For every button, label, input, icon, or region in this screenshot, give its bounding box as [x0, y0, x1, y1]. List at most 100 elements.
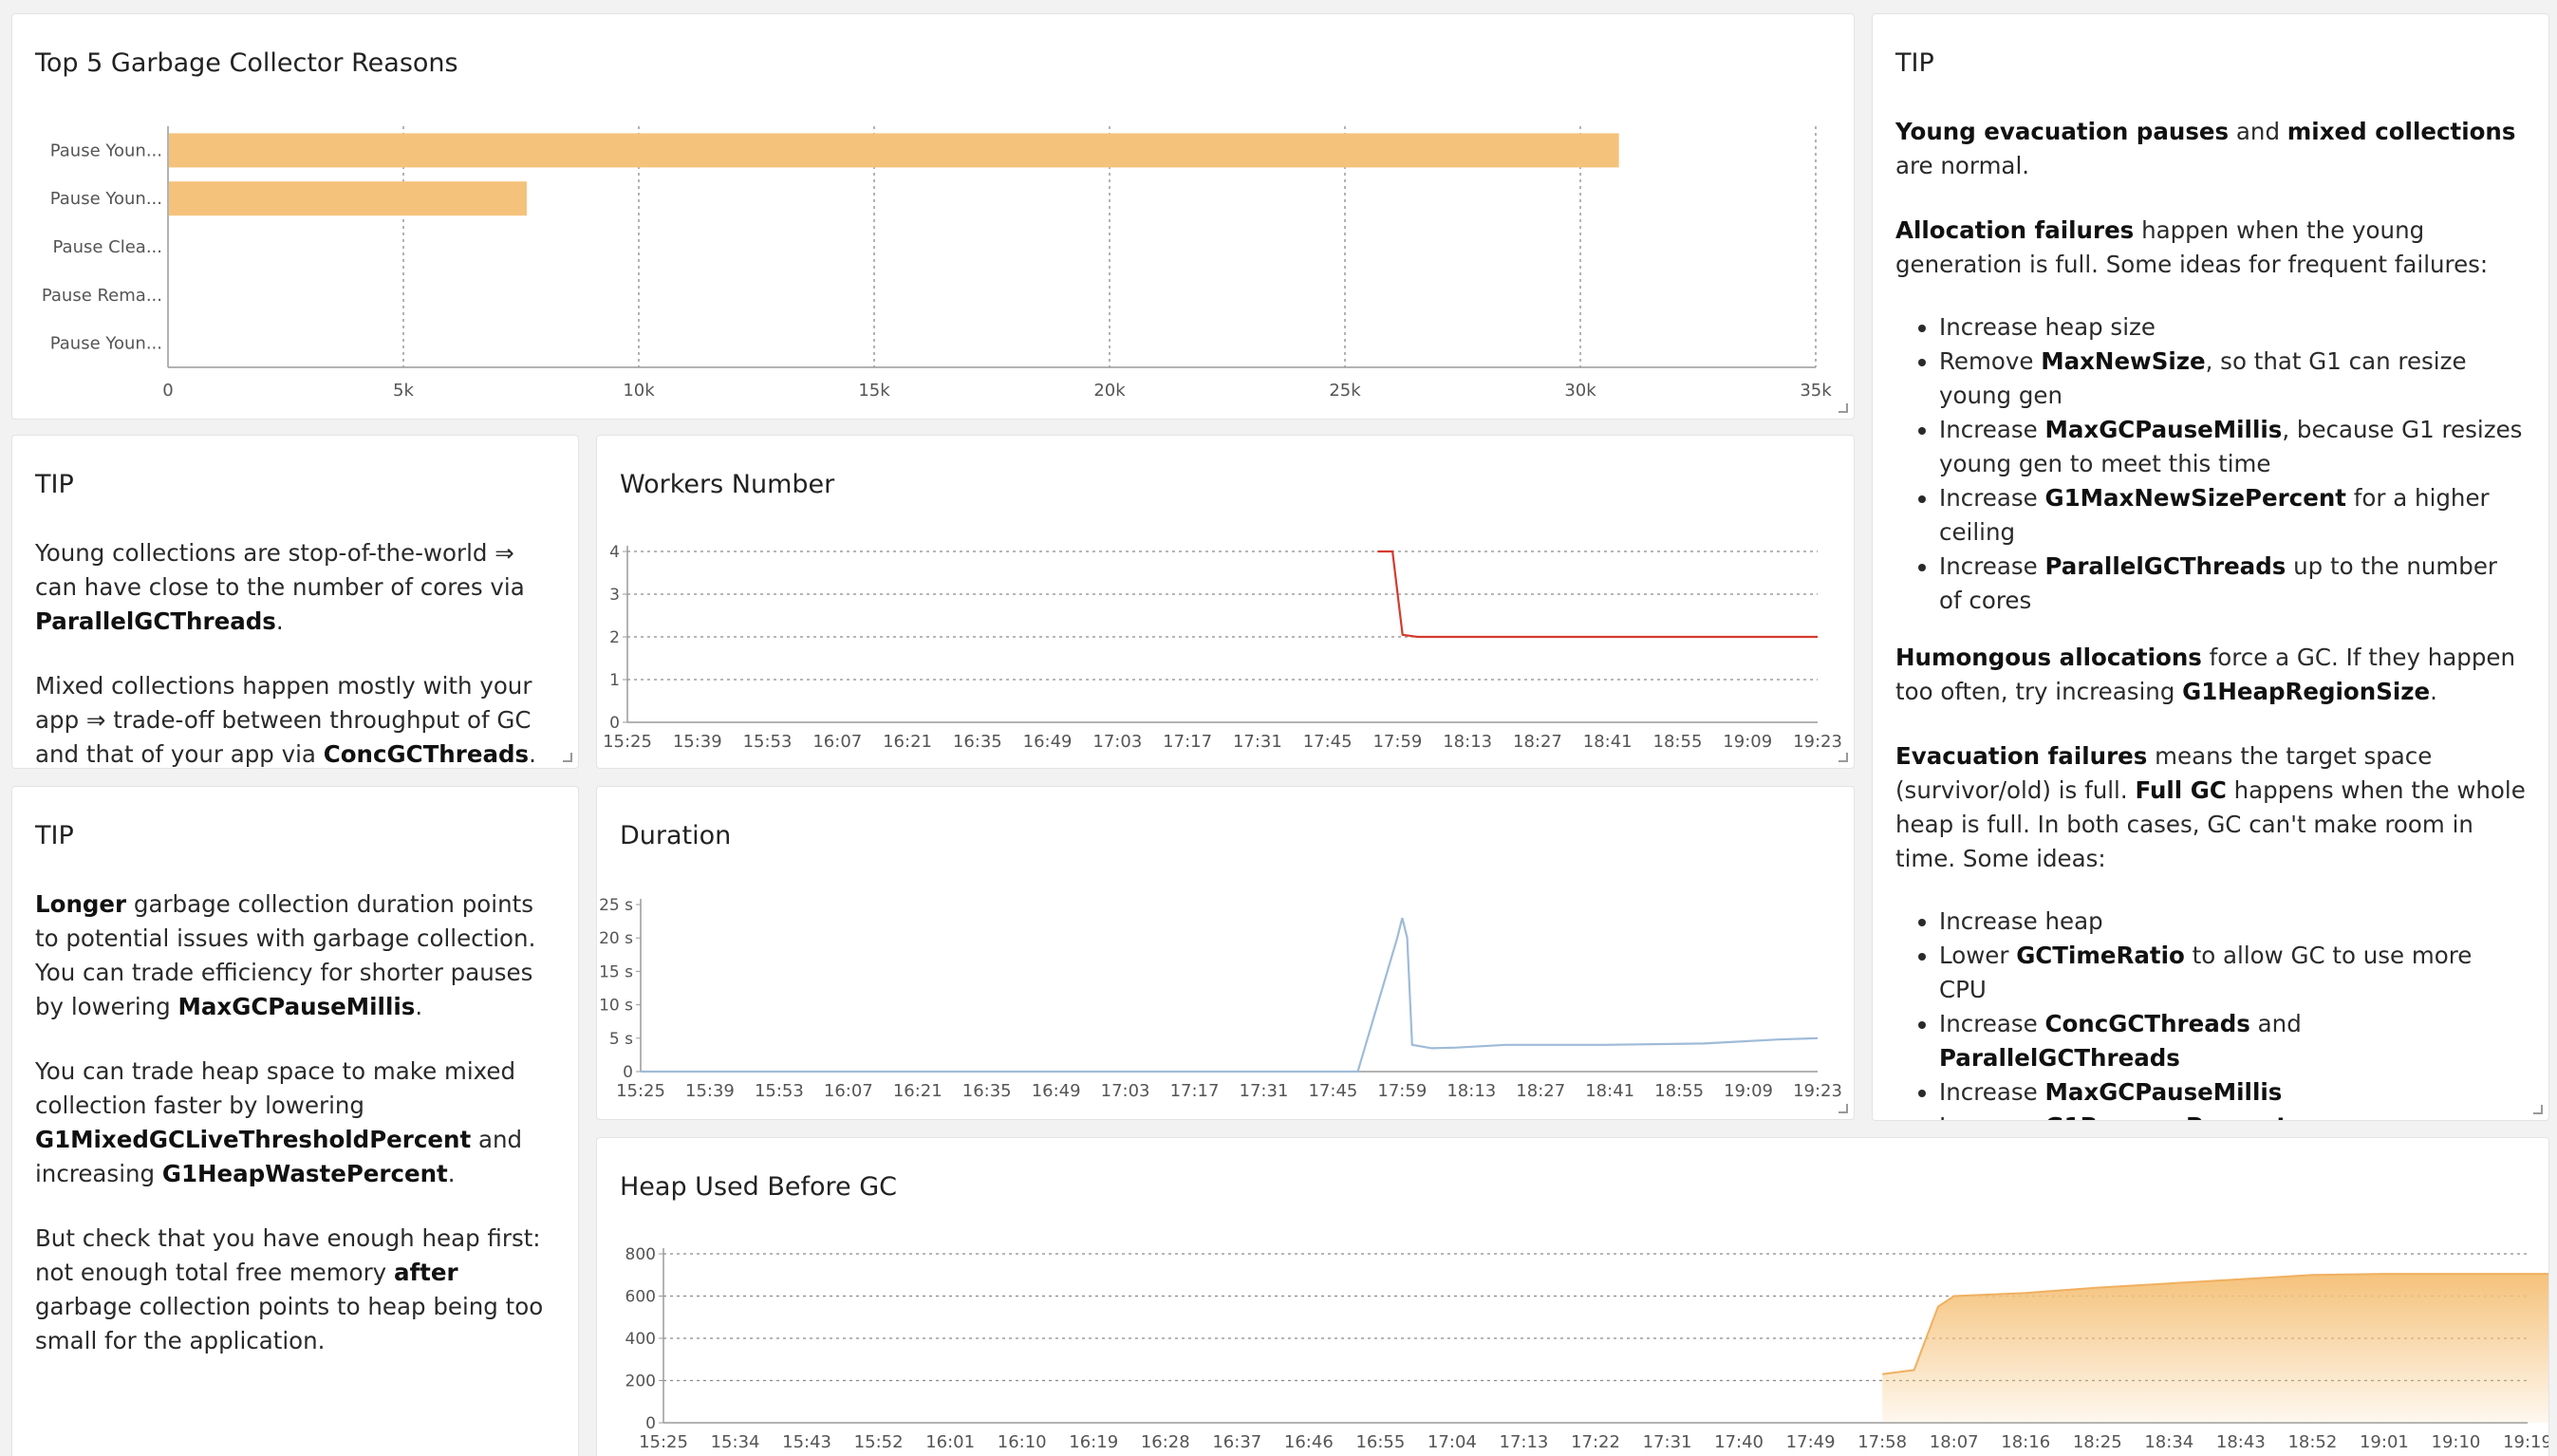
y-tick-label: 3 [609, 586, 620, 605]
x-tick-label: 17:22 [1571, 1432, 1620, 1452]
y-tick-label: 10 s [599, 997, 633, 1016]
tip-text: . [275, 607, 284, 635]
tip-setting-name: MaxGCPauseMillis [177, 993, 416, 1020]
category-label: Pause Youn... [50, 189, 162, 209]
tip-text: , because G1 resizes young gen to meet t… [1939, 416, 2523, 477]
x-tick-label: 15:25 [616, 1081, 665, 1101]
tip-list-item: Lower GCTimeRatio to allow GC to use mor… [1939, 939, 2526, 1007]
tip-text: , so that G1 can resize young gen [1939, 347, 2467, 409]
heap-panel: Heap Used Before GC 0 200 400 600 800 15:25 15… [596, 1137, 2549, 1456]
tip-setting-name: Allocation failures [1895, 216, 2135, 244]
y-tick-label: 200 [625, 1372, 656, 1391]
tip-setting-name: Full GC [2135, 776, 2227, 804]
resize-handle[interactable] [563, 753, 572, 762]
x-tick-label: 19:10 [2432, 1432, 2481, 1452]
tip-right-list2: Increase heap Lower GCTimeRatio to allow … [1939, 905, 2526, 1120]
tip-text: . [447, 1160, 456, 1187]
tip-text: garbage collection points to heap being … [35, 1293, 544, 1354]
tip-list-item: Increase heap [1939, 905, 2526, 939]
x-tick-label: 20k [1093, 381, 1126, 401]
x-tick-label: 17:03 [1101, 1081, 1150, 1101]
x-tick-label: 19:01 [2360, 1432, 2409, 1452]
tip-text: Remove [1939, 347, 2042, 375]
resize-handle[interactable] [1838, 1104, 1848, 1113]
x-tick-label: 18:27 [1513, 732, 1562, 752]
y-tick-label: 0 [609, 714, 620, 733]
tip-right-list1: Increase heap size Remove MaxNewSize, so … [1939, 310, 2526, 618]
tip-text: garbage collection duration points to po… [35, 890, 536, 1020]
y-tick-label: 5 s [609, 1030, 633, 1049]
x-tick-label: 17:17 [1170, 1081, 1220, 1101]
series-line [1882, 1273, 2548, 1375]
tip-setting-name: MaxGCPauseMillis [2044, 1078, 2283, 1106]
x-tick-label: 17:49 [1786, 1432, 1836, 1452]
x-tick-label: 16:35 [953, 732, 1002, 752]
resize-handle[interactable] [1838, 403, 1848, 413]
x-tick-label: 35k [1800, 381, 1832, 401]
x-tick-label: 17:31 [1233, 732, 1282, 752]
x-tick-label: 18:43 [2216, 1432, 2266, 1452]
x-tick-label: 16:21 [883, 732, 932, 752]
tip-text: and [2249, 1010, 2302, 1037]
category-label: Pause Rema... [42, 286, 162, 306]
tip-setting-name: G1ReservePercent [2044, 1112, 2286, 1120]
tip-duration-title: TIP [35, 821, 74, 850]
tip-right-title: TIP [1895, 48, 1934, 78]
tip-setting-name: ParallelGCThreads [1939, 1044, 2180, 1072]
duration-panel: Duration 0 5 s 10 s 15 s 20 s 25 s 15:25 15:39 1… [596, 786, 1855, 1120]
series-line [641, 917, 1819, 1073]
tip-text: happen when the young generation is full… [1895, 216, 2489, 278]
y-tick-label: 25 s [599, 896, 633, 915]
tip-text: Increase heap [1939, 907, 2103, 935]
tip-setting-name: G1MixedGCLiveThresholdPercent [35, 1126, 472, 1153]
x-tick-label: 19:09 [1724, 1081, 1773, 1101]
resize-handle[interactable] [1838, 753, 1848, 762]
tip-text: and [2229, 118, 2287, 145]
tip-setting-name: Young evacuation pauses [1895, 118, 2230, 145]
tip-text: Lower [1939, 942, 2017, 969]
gc-reasons-title: Top 5 Garbage Collector Reasons [35, 48, 458, 78]
tip-right-p2: Allocation failures happen when the youn… [1895, 214, 2526, 282]
x-tick-label: 17:59 [1372, 732, 1422, 752]
series-line [1377, 550, 1818, 639]
x-tick-label: 17:45 [1308, 1081, 1357, 1101]
tip-list-item: Increase ParallelGCThreads up to the num… [1939, 550, 2526, 618]
tip-setting-name: ParallelGCThreads [2044, 552, 2286, 580]
category-label: Pause Clea... [53, 237, 163, 257]
x-tick-label: 19:23 [1793, 732, 1842, 752]
tip-duration-body: Longer garbage collection duration point… [35, 887, 555, 1389]
tip-text: . [529, 740, 536, 768]
tip-list-item: Increase G1MaxNewSizePercent for a highe… [1939, 481, 2526, 550]
x-tick-label: 16:35 [962, 1081, 1012, 1101]
x-tick-label: 19:19 [2503, 1432, 2549, 1452]
tip-workers-p1: Young collections are stop-of-the-world … [35, 536, 555, 639]
x-tick-label: 15:52 [854, 1432, 904, 1452]
tip-duration-p2: You can trade heap space to make mixed c… [35, 1055, 555, 1191]
tip-workers-title: TIP [35, 470, 74, 499]
x-tick-label: 16:07 [812, 732, 862, 752]
x-tick-label: 16:21 [893, 1081, 943, 1101]
tip-duration-p3: But check that you have enough heap firs… [35, 1222, 555, 1358]
tip-list-item: Remove MaxNewSize, so that G1 can resize… [1939, 345, 2526, 413]
y-tick-label: 600 [625, 1288, 656, 1307]
x-tick-label: 16:28 [1141, 1432, 1190, 1452]
x-tick-label: 18:55 [1654, 1081, 1704, 1101]
x-tick-label: 0 [162, 381, 173, 401]
x-tick-label: 16:19 [1069, 1432, 1118, 1452]
tip-setting-name: G1HeapRegionSize [2182, 678, 2431, 705]
workers-panel: Workers Number 0 1 2 3 4 15:25 15:39 15:53 16:07… [596, 435, 1855, 769]
series-area [1882, 1274, 2548, 1423]
tip-setting-name: Evacuation failures [1895, 742, 2148, 770]
x-tick-label: 16:49 [1023, 732, 1073, 752]
x-tick-label: 18:16 [2001, 1432, 2050, 1452]
x-tick-label: 5k [393, 381, 414, 401]
tip-setting-name: G1HeapWastePercent [161, 1160, 448, 1187]
resize-handle[interactable] [2533, 1105, 2543, 1114]
tip-panel-right: TIP Young evacuation pauses and mixed co… [1872, 13, 2549, 1121]
x-tick-label: 18:27 [1516, 1081, 1565, 1101]
tip-text: means the target space (survivor/old) is… [1895, 742, 2433, 804]
workers-chart: 0 1 2 3 4 15:25 15:39 15:53 16:07 16:21 16:35 16:49… [603, 543, 1842, 752]
tip-text: Mixed collections happen mostly with you… [35, 672, 532, 768]
tip-text: Young collections are stop-of-the-world … [35, 539, 525, 601]
tip-workers-p2: Mixed collections happen mostly with you… [35, 669, 555, 768]
